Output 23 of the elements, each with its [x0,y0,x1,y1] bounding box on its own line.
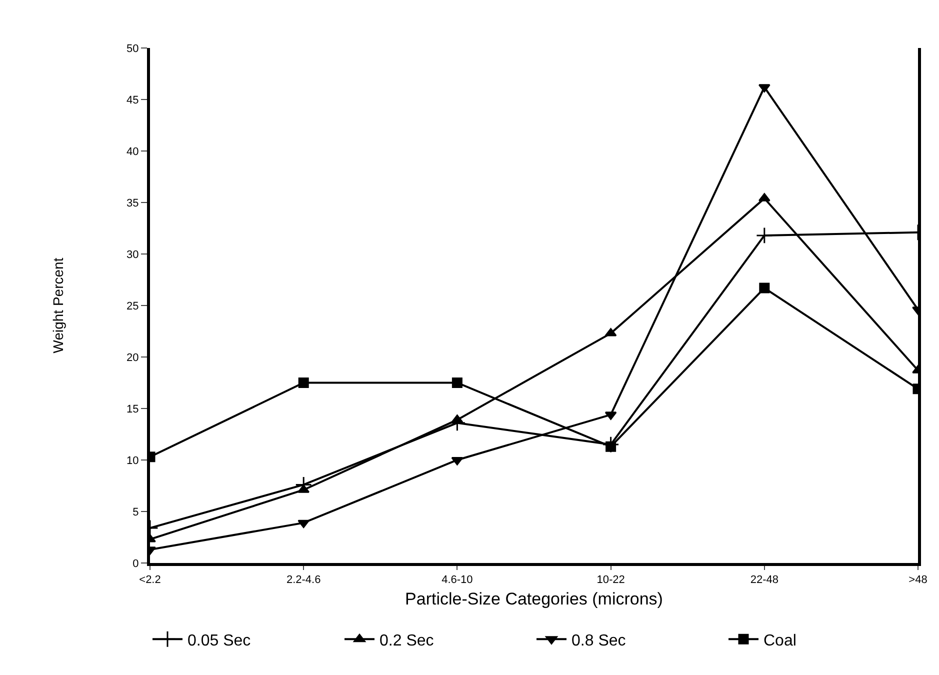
y-tick-label: 40 [126,146,139,158]
x-tick-label: 2.2-4.6 [286,574,321,586]
legend-label: 0.05 Sec [188,632,251,650]
y-tick-label: 25 [126,300,139,312]
y-tick-label: 10 [126,454,139,467]
x-tick-label: 22-48 [750,574,778,586]
x-tick-label: >48 [908,574,928,586]
legend-label: 0.8 Sec [572,632,626,650]
x-axis-title: Particle-Size Categories (microns) [405,590,663,609]
y-tick-label: 35 [126,197,139,210]
x-tick-label: 10-22 [596,574,625,586]
y-tick-label: 15 [126,403,139,416]
y-tick-label: 20 [126,352,139,364]
legend-label: Coal [764,632,796,650]
x-tick-label: 4.6-10 [442,574,473,586]
x-tick-label: <2.2 [139,574,161,586]
y-tick-label: 50 [126,42,139,55]
y-tick-label: 45 [126,94,139,106]
y-tick-label: 0 [132,558,139,570]
y-tick-label: 30 [126,248,139,261]
legend-label: 0.2 Sec [380,632,434,650]
y-tick-label: 5 [132,506,139,518]
y-axis-title: Weight Percent [50,258,66,354]
